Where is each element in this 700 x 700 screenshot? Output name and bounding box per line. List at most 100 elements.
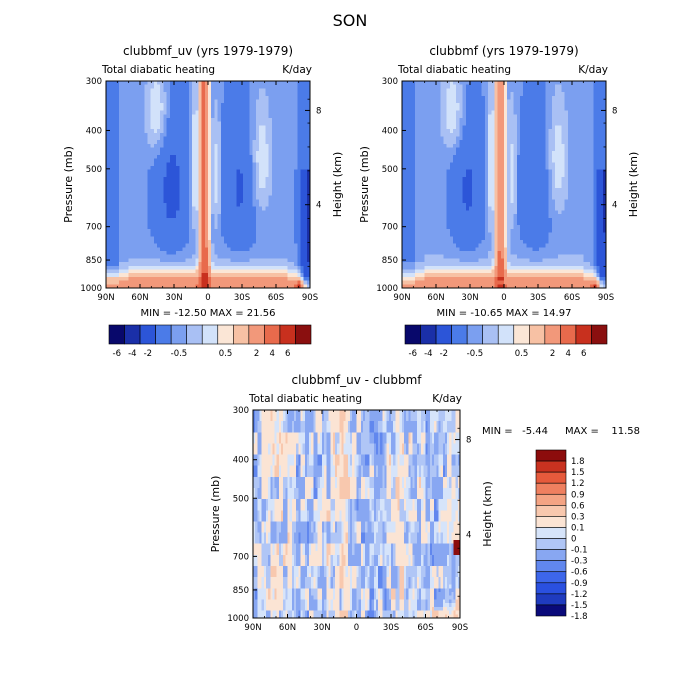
heatmap-cell [239, 92, 244, 97]
heatmap-cell [121, 173, 126, 178]
heatmap-cell [172, 276, 177, 282]
heatmap-cell [125, 221, 129, 226]
heatmap-cell [112, 143, 117, 149]
heatmap-cell [179, 103, 184, 108]
heatmap-cell [262, 88, 266, 93]
heatmap-cell [236, 121, 241, 126]
heatmap-cell [179, 284, 184, 289]
heatmap-cell [230, 280, 235, 285]
heatmap-cell [265, 254, 270, 260]
heatmap-cell [160, 276, 164, 282]
heatmap-cell [109, 162, 113, 167]
heatmap-cell [198, 162, 203, 167]
heatmap-cell [217, 276, 222, 282]
heatmap-cell [220, 103, 225, 108]
heatmap-cell [128, 180, 133, 186]
heatmap-cell [227, 236, 231, 241]
heatmap-cell [125, 143, 129, 149]
heatmap-cell [249, 151, 254, 156]
heatmap-cell [176, 154, 180, 160]
heatmap-cell [176, 136, 180, 141]
heatmap-cell [131, 158, 136, 163]
heatmap-cell [233, 206, 238, 211]
heatmap-cell [236, 214, 241, 219]
colorbar-swatch [217, 324, 234, 345]
heatmap-cell [188, 103, 193, 108]
heatmap-cell [182, 239, 187, 245]
heatmap-cell [204, 88, 209, 93]
heatmap-cell [214, 217, 219, 223]
heatmap-cell [239, 129, 244, 134]
heatmap-cell [188, 228, 193, 234]
heatmap-cell [144, 225, 149, 230]
heatmap-cell [182, 228, 187, 234]
heatmap-cell [239, 225, 244, 230]
heatmap-cell [230, 210, 235, 215]
heatmap-cell [125, 247, 129, 252]
heatmap-cell [150, 125, 155, 130]
heatmap-cell [265, 262, 270, 267]
heatmap-cell [208, 228, 212, 234]
heatmap-cell [265, 199, 270, 204]
heatmap-cell [268, 88, 273, 93]
heatmap-cell [160, 247, 164, 252]
heatmap-cell [160, 184, 164, 189]
heatmap-cell [150, 140, 155, 145]
heatmap-cell [172, 202, 177, 208]
heatmap-cell [227, 147, 231, 152]
heatmap-cell [227, 173, 231, 178]
heatmap-cell [262, 206, 266, 211]
heatmap-cell [262, 280, 266, 285]
heatmap-cell [131, 262, 136, 267]
heatmap-cell [195, 158, 200, 163]
heatmap-cell [208, 199, 212, 204]
heatmap-cell [112, 106, 117, 112]
heatmap-cell [118, 106, 123, 112]
heatmap-cell [112, 136, 117, 141]
heatmap-cell [141, 177, 145, 182]
heatmap-cell [198, 269, 203, 274]
heatmap-cell [227, 265, 231, 271]
heatmap-cell [121, 151, 126, 156]
heatmap-cell [137, 273, 142, 278]
heatmap-cell [243, 154, 247, 160]
heatmap-cell [223, 125, 228, 130]
heatmap-cell [112, 284, 117, 289]
heatmap-cell [153, 143, 158, 149]
heatmap-cell [109, 254, 113, 260]
heatmap-cell [249, 92, 254, 97]
heatmap-cell [227, 154, 231, 160]
heatmap-cell [160, 136, 164, 141]
heatmap-cell [185, 265, 190, 271]
heatmap-cell [214, 177, 219, 182]
heatmap-cell [147, 191, 152, 197]
heatmap-cell [217, 251, 222, 256]
heatmap-cell [121, 199, 126, 204]
heatmap-cell [157, 269, 161, 274]
heatmap-cell [249, 195, 254, 200]
heatmap-cell [115, 81, 120, 86]
heatmap-cell [246, 199, 251, 204]
heatmap-cell [163, 129, 168, 134]
heatmap-cell [233, 243, 238, 248]
heatmap-cell [185, 184, 190, 189]
heatmap-cell [249, 158, 254, 163]
heatmap-cell [208, 269, 212, 274]
heatmap-cell [252, 136, 257, 141]
heatmap-cell [137, 221, 142, 226]
heatmap-cell [252, 81, 257, 86]
heatmap-cell [160, 169, 164, 175]
heatmap-cell [185, 154, 190, 160]
heatmap-cell [236, 276, 241, 282]
heatmap-cell [121, 99, 126, 104]
heatmap-cell [185, 125, 190, 130]
heatmap-cell [131, 140, 136, 145]
heatmap-cell [172, 236, 177, 241]
heatmap-cell [201, 202, 206, 208]
heatmap-cell [125, 95, 129, 101]
heatmap-cell [134, 247, 139, 252]
heatmap-cell [160, 251, 164, 256]
heatmap-cell [150, 173, 155, 178]
heatmap-cell [220, 84, 225, 89]
